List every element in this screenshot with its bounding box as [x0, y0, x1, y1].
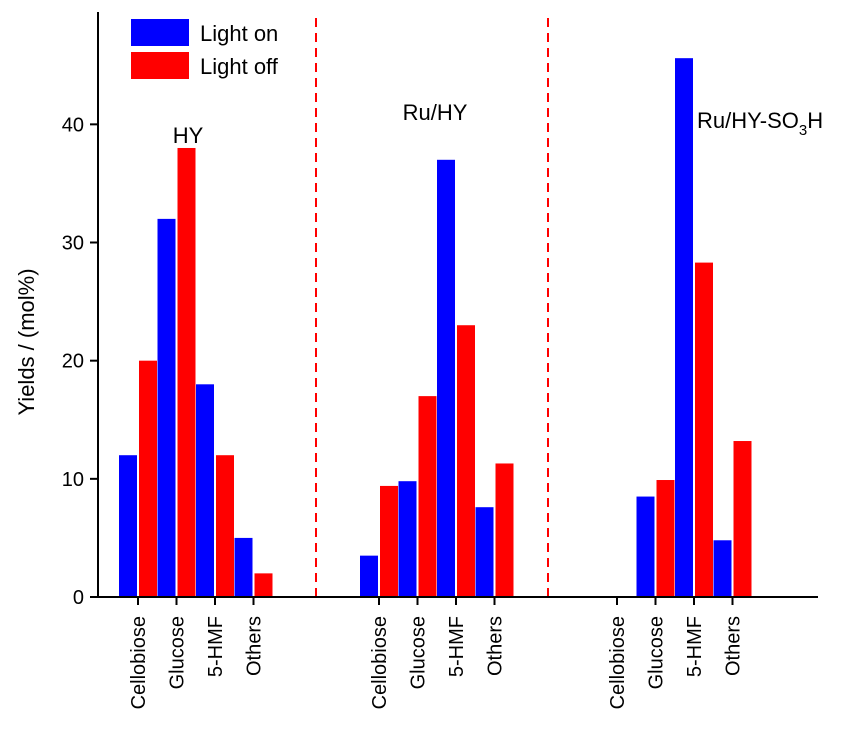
bar-light-off: [418, 396, 437, 597]
bar-light-on: [437, 159, 455, 598]
legend-label-light-on: Light on: [200, 21, 278, 46]
y-tick-label: 30: [62, 233, 84, 255]
bar-light-off: [656, 480, 675, 597]
x-tick-label: Cellobiose: [128, 616, 150, 709]
bar-light-off: [495, 463, 514, 597]
bar-light-off: [216, 455, 234, 597]
group-title: Ru/HY-SO3H: [697, 108, 823, 139]
bar-light-on: [713, 540, 732, 597]
bar-light-off: [457, 325, 475, 597]
x-tick-label: Glucose: [408, 616, 430, 689]
y-tick-label: 10: [62, 469, 84, 491]
y-ticks: 0 10 20 30 40: [62, 114, 98, 609]
legend-label-light-off: Light off: [200, 54, 279, 79]
bar-light-on: [196, 384, 214, 597]
bar-light-off: [139, 360, 157, 597]
x-tick-label: Cellobiose: [369, 616, 391, 709]
legend-swatch-light-off: [131, 52, 189, 79]
x-tick-label: 5-HMF: [446, 616, 468, 677]
x-tick-label: Others: [485, 616, 507, 676]
axes: [97, 12, 818, 598]
bar-light-on: [675, 58, 693, 597]
x-tick-label: Others: [244, 616, 266, 676]
bar-light-on: [234, 537, 253, 597]
x-tick-label: Glucose: [167, 616, 189, 689]
bar-light-off: [254, 573, 273, 597]
bar-light-on: [636, 496, 655, 597]
legend: Light on Light off: [131, 19, 279, 79]
group-dividers: [315, 18, 549, 597]
bar-light-on: [475, 507, 494, 597]
bar-light-off: [733, 441, 752, 597]
bar-light-off: [177, 147, 196, 597]
x-tick-label: Cellobiose: [607, 616, 629, 709]
bar-light-on: [119, 455, 137, 597]
group-title: HY: [173, 123, 204, 148]
y-axis-title: Yields / (mol%): [14, 268, 39, 415]
group-title: Ru/HY: [403, 100, 468, 125]
y-tick-label: 40: [62, 114, 84, 136]
group-titles: HY Ru/HY Ru/HY-SO3H: [173, 100, 823, 148]
y-tick-label: 20: [62, 351, 84, 373]
x-tick-label: Glucose: [646, 616, 668, 689]
y-tick-label: 0: [73, 587, 84, 609]
bar-light-off: [380, 485, 398, 597]
bars-layer: [119, 58, 752, 598]
legend-swatch-light-on: [131, 19, 189, 46]
bar-light-off: [695, 262, 713, 597]
x-tick-label: 5-HMF: [205, 616, 227, 677]
bar-light-on: [398, 481, 417, 597]
bar-light-on: [360, 555, 378, 597]
x-ticks: Cellobiose Glucose 5-HMF Others Cellobiose Gl…: [128, 597, 745, 709]
x-tick-label: Others: [723, 616, 745, 676]
x-tick-label: 5-HMF: [684, 616, 706, 677]
bar-light-on: [157, 218, 176, 597]
